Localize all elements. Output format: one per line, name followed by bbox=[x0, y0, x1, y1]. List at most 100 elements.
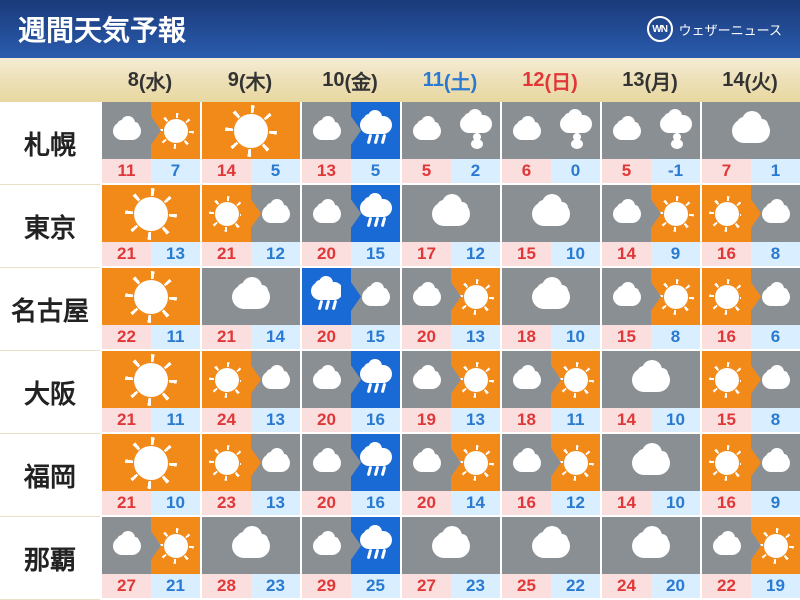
forecast-cell: 2522 bbox=[500, 517, 600, 600]
temp-high: 21 bbox=[102, 242, 151, 266]
temp-high: 14 bbox=[602, 242, 651, 266]
temp-high: 21 bbox=[102, 491, 151, 515]
temp-high: 18 bbox=[502, 408, 551, 432]
day-header: 9(木) bbox=[200, 58, 300, 102]
weather-icon-area bbox=[402, 268, 500, 325]
temp-low: 13 bbox=[151, 242, 200, 266]
temperature-row: 1810 bbox=[502, 325, 600, 349]
temperature-row: 2420 bbox=[602, 574, 700, 598]
weather-icon-area bbox=[502, 351, 600, 408]
brand: WN ウェザーニュース bbox=[647, 16, 782, 42]
weather-first-half bbox=[302, 102, 351, 159]
temp-low: 14 bbox=[251, 325, 300, 349]
cloud-icon bbox=[632, 451, 670, 475]
weather-first-half bbox=[702, 268, 751, 325]
brand-text: ウェザーニュース bbox=[679, 20, 782, 39]
day-number: 10 bbox=[322, 69, 344, 92]
cloud-icon bbox=[613, 122, 641, 140]
weather-second-half bbox=[751, 185, 800, 242]
temperature-row: 2925 bbox=[302, 574, 400, 598]
temperature-row: 2219 bbox=[702, 574, 800, 598]
cloud-icon bbox=[262, 205, 290, 223]
forecast-cell: 135 bbox=[300, 102, 400, 185]
weather-first-half bbox=[502, 102, 551, 159]
temperature-row: 71 bbox=[702, 159, 800, 183]
sun-icon bbox=[764, 534, 788, 558]
sun-icon bbox=[215, 451, 239, 475]
temp-high: 22 bbox=[702, 574, 751, 598]
forecast-cell: 2219 bbox=[700, 517, 800, 600]
temp-high: 13 bbox=[302, 159, 351, 183]
temp-high: 22 bbox=[102, 325, 151, 349]
cloud-icon bbox=[613, 288, 641, 306]
temp-high: 14 bbox=[202, 159, 251, 183]
forecast-cell: 1410 bbox=[600, 351, 700, 434]
temp-low: 16 bbox=[351, 408, 400, 432]
weather-first-half bbox=[502, 351, 551, 408]
weather-icon-area bbox=[402, 351, 500, 408]
forecast-cell: 145 bbox=[200, 102, 300, 185]
day-number: 11 bbox=[423, 69, 444, 92]
forecast-cell: 2110 bbox=[100, 434, 200, 517]
weather-icon-area bbox=[402, 102, 500, 159]
temperature-row: 5-1 bbox=[602, 159, 700, 183]
sun-icon bbox=[134, 446, 168, 480]
forecast-cell: 168 bbox=[700, 185, 800, 268]
temp-low: 1 bbox=[751, 159, 800, 183]
forecast-cell: 52 bbox=[400, 102, 500, 185]
weather-second-half bbox=[751, 434, 800, 491]
rain-icon bbox=[360, 531, 392, 561]
day-header: 14(火) bbox=[700, 58, 800, 102]
temperature-row: 135 bbox=[302, 159, 400, 183]
weather-first-half bbox=[302, 434, 351, 491]
forecast-cell: 1811 bbox=[500, 351, 600, 434]
rain-icon bbox=[360, 199, 392, 229]
weather-icon-area bbox=[502, 517, 600, 574]
weather-icon-area bbox=[702, 268, 800, 325]
temp-high: 25 bbox=[502, 574, 551, 598]
forecast-grid: 札幌11714513552605-171東京211321122015171215… bbox=[0, 102, 800, 600]
forecast-cell: 1612 bbox=[500, 434, 600, 517]
day-of-week: (木) bbox=[239, 66, 272, 95]
temp-high: 17 bbox=[402, 242, 451, 266]
sun-icon bbox=[164, 119, 188, 143]
temperature-row: 2113 bbox=[102, 242, 200, 266]
temp-low: 10 bbox=[551, 242, 600, 266]
cloud-icon bbox=[513, 122, 541, 140]
weather-second-half bbox=[551, 351, 600, 408]
day-number: 14 bbox=[722, 69, 744, 92]
temp-high: 15 bbox=[502, 242, 551, 266]
temperature-row: 158 bbox=[602, 325, 700, 349]
weather-second-half bbox=[351, 351, 400, 408]
weather-second-half bbox=[151, 517, 200, 574]
temperature-row: 2723 bbox=[402, 574, 500, 598]
day-of-week: (水) bbox=[139, 66, 172, 95]
weather-icon-area bbox=[202, 185, 300, 242]
forecast-cell: 149 bbox=[600, 185, 700, 268]
temperature-row: 169 bbox=[702, 491, 800, 515]
weather-first-half bbox=[702, 517, 751, 574]
temp-low: 13 bbox=[251, 491, 300, 515]
forecast-cell: 71 bbox=[700, 102, 800, 185]
temp-low: 12 bbox=[451, 242, 500, 266]
weather-first-half bbox=[102, 102, 151, 159]
temp-high: 19 bbox=[402, 408, 451, 432]
temp-high: 15 bbox=[602, 325, 651, 349]
weather-icon-area bbox=[102, 517, 200, 574]
forecast-cell: 2925 bbox=[300, 517, 400, 600]
rain-icon bbox=[360, 448, 392, 478]
cloud-icon bbox=[313, 454, 341, 472]
temperature-row: 168 bbox=[702, 242, 800, 266]
temperature-row: 2522 bbox=[502, 574, 600, 598]
weather-second-half bbox=[451, 102, 500, 159]
forecast-container: 週間天気予報 WN ウェザーニュース 8(水)9(木)10(金)11(土)12(… bbox=[0, 0, 800, 600]
cloud-icon bbox=[313, 205, 341, 223]
temperature-row: 1410 bbox=[602, 491, 700, 515]
weather-first-half bbox=[202, 434, 251, 491]
sun-icon bbox=[134, 280, 168, 314]
day-header: 10(金) bbox=[300, 58, 400, 102]
forecast-cell: 2420 bbox=[600, 517, 700, 600]
weather-icon-area bbox=[202, 102, 300, 159]
temperature-row: 2110 bbox=[102, 491, 200, 515]
temperature-row: 2721 bbox=[102, 574, 200, 598]
